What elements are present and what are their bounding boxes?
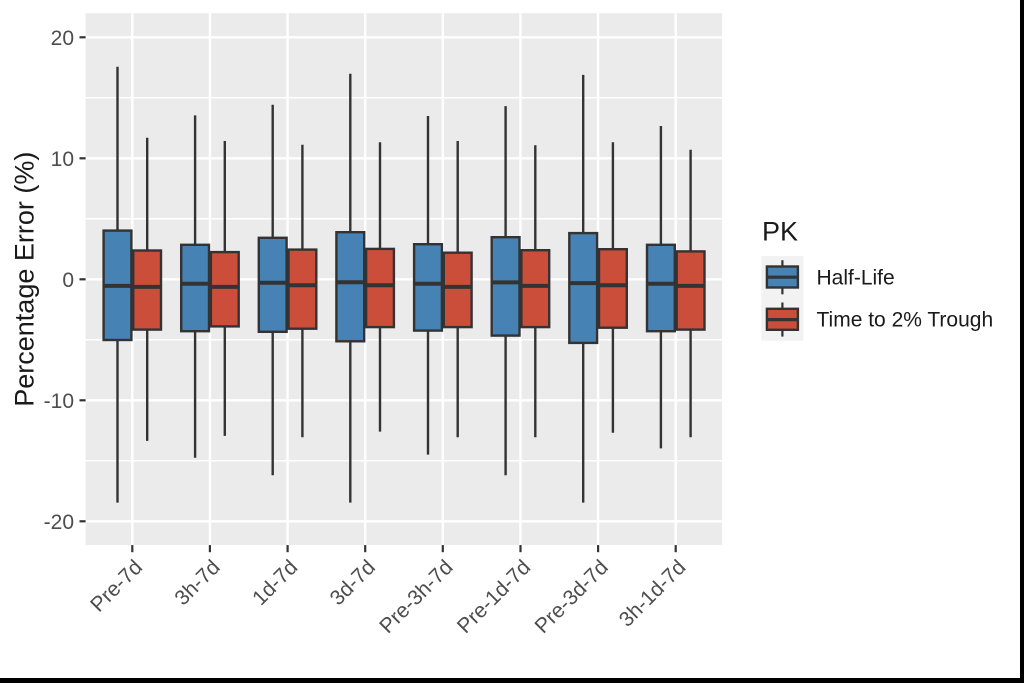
svg-text:Time to 2% Trough: Time to 2% Trough: [817, 309, 994, 332]
svg-text:PK: PK: [762, 217, 798, 247]
svg-text:Half-Life: Half-Life: [817, 266, 895, 289]
svg-text:20: 20: [51, 27, 74, 50]
svg-text:Percentage Error (%): Percentage Error (%): [10, 152, 40, 407]
svg-text:10: 10: [51, 148, 74, 171]
svg-text:0: 0: [62, 269, 74, 292]
svg-text:-20: -20: [44, 511, 74, 534]
svg-text:-10: -10: [44, 390, 74, 413]
